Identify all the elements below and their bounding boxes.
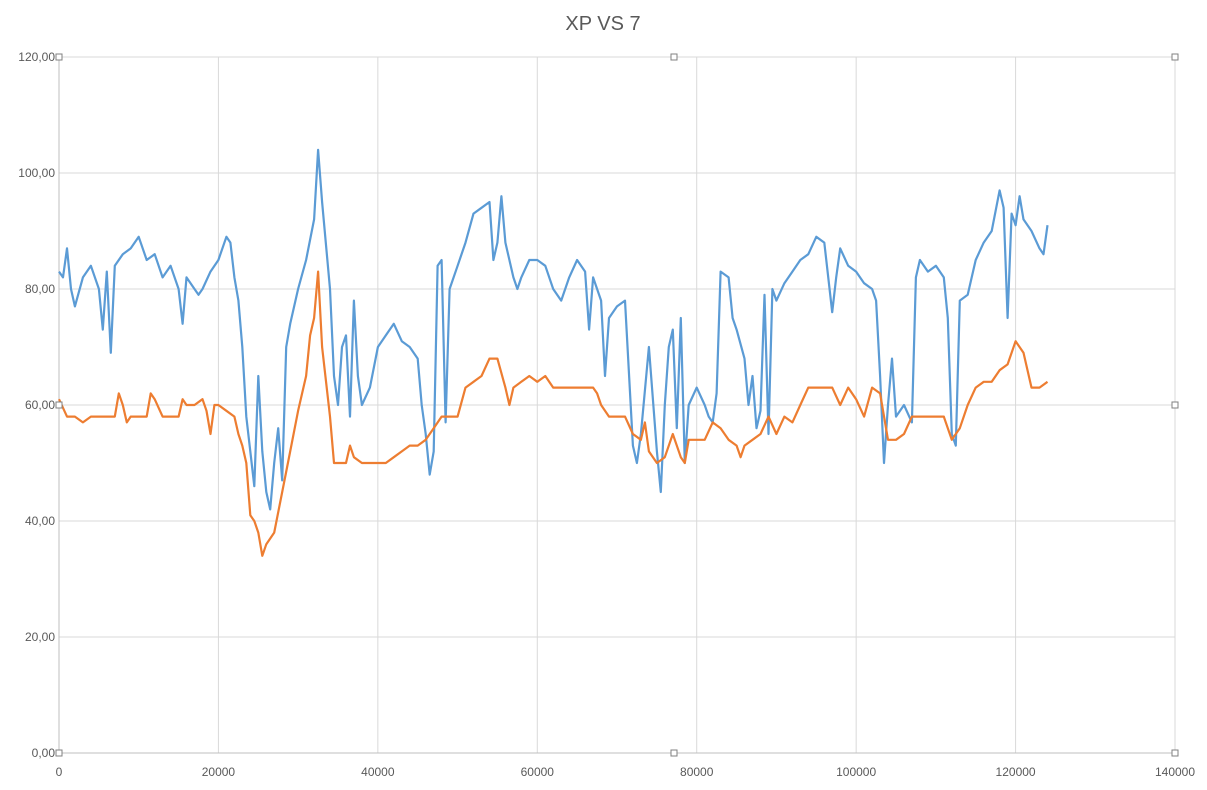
resize-handle[interactable] — [55, 401, 63, 409]
resize-handle[interactable] — [1171, 401, 1179, 409]
x-tick-label: 60000 — [521, 765, 555, 779]
x-tick-label: 20000 — [202, 765, 236, 779]
x-tick-label: 80000 — [680, 765, 714, 779]
y-tick-label: 60,00 — [25, 398, 55, 412]
series-line-7 — [58, 270, 1049, 557]
x-tick-label: 100000 — [836, 765, 876, 779]
y-tick-label: 40,00 — [25, 514, 55, 528]
x-tick-label: 140000 — [1155, 765, 1195, 779]
resize-handle[interactable] — [55, 53, 63, 61]
x-tick-label: 40000 — [361, 765, 395, 779]
resize-handle[interactable] — [55, 749, 63, 757]
y-tick-label: 120,00 — [18, 50, 55, 64]
resize-handle[interactable] — [1171, 749, 1179, 757]
selection-handles — [55, 53, 1179, 757]
gridlines — [58, 56, 1176, 754]
y-tick-label: 20,00 — [25, 630, 55, 644]
resize-handle[interactable] — [1171, 53, 1179, 61]
y-tick-label: 80,00 — [25, 282, 55, 296]
y-axis-ticks: 0,00 20,00 40,00 60,00 80,00 100,00 120,00 — [18, 50, 55, 760]
series-layer — [58, 148, 1049, 557]
series-line-xp — [58, 148, 1049, 511]
x-tick-label: 0 — [56, 765, 63, 779]
resize-handle[interactable] — [670, 749, 678, 757]
y-tick-label: 0,00 — [32, 746, 56, 760]
y-tick-label: 100,00 — [18, 166, 55, 180]
x-axis-ticks: 0 20000 40000 60000 80000 100000 120000 140000 — [56, 765, 1196, 779]
chart-title: XP VS 7 — [565, 13, 640, 35]
resize-handle[interactable] — [670, 53, 678, 61]
x-tick-label: 120000 — [996, 765, 1036, 779]
